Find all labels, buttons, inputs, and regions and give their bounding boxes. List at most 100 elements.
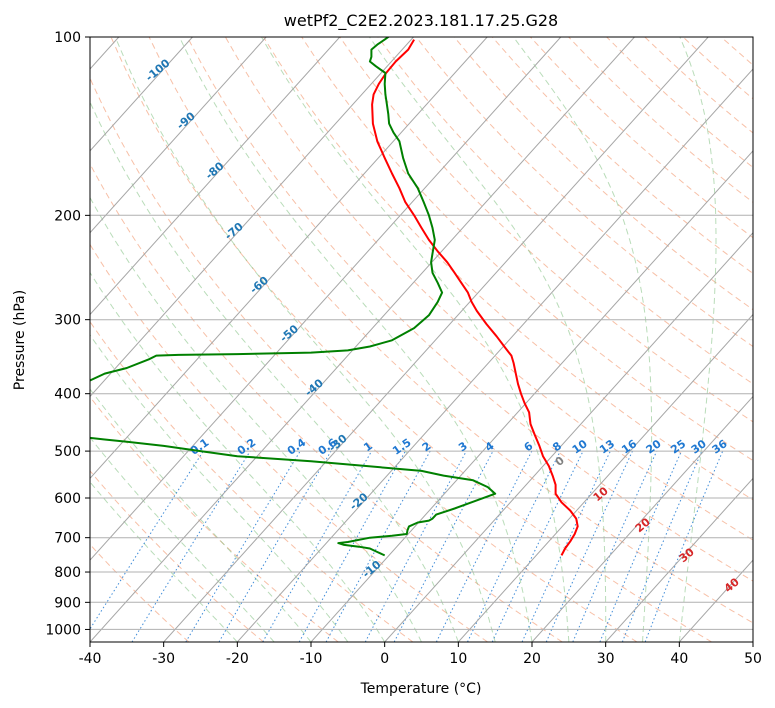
- mixing-ratio-label: 30: [689, 437, 709, 457]
- moist-adiabat: [90, 436, 275, 642]
- y-tick-label: 300: [54, 313, 81, 329]
- mixing-ratio-label: 8: [550, 439, 564, 454]
- isotherm-line: [310, 150, 753, 642]
- y-tick-label: 1000: [45, 622, 81, 638]
- dry-adiabat: [644, 37, 753, 134]
- mixing-ratio-line: [298, 450, 406, 642]
- x-axis-label: Temperature (°C): [360, 681, 482, 697]
- mixing-ratio-label: 0.1: [188, 436, 211, 458]
- y-tick-label: 600: [54, 491, 81, 507]
- isotherm-line: [605, 477, 753, 642]
- mixing-ratio-label: 25: [668, 437, 688, 456]
- x-tick-label: 20: [523, 651, 541, 667]
- isotherm-label: -20: [347, 490, 371, 513]
- mixing-ratio-line: [185, 450, 301, 642]
- profile-line: [371, 39, 579, 556]
- moist-adiabat: [90, 481, 238, 642]
- isotherm-line: [457, 313, 753, 642]
- isotherm-label: -90: [174, 109, 198, 132]
- y-tick-label: 100: [54, 30, 81, 46]
- y-tick-label: 200: [54, 208, 81, 224]
- moist-adiabat: [178, 37, 533, 642]
- mixing-ratio-line: [364, 450, 467, 642]
- plot-frame: [89, 36, 754, 643]
- dry-adiabat: [453, 37, 753, 311]
- isotherm-label: -40: [302, 376, 326, 399]
- isotherm-line: [90, 37, 193, 152]
- isotherm-line: [384, 232, 753, 642]
- x-tick-label: -20: [226, 651, 249, 667]
- isotherm-line: [90, 37, 635, 642]
- mixing-ratio-label: 1.5: [390, 436, 413, 458]
- isotherm-line: [90, 37, 341, 316]
- moist-adiabat: [90, 334, 349, 642]
- mixing-ratio-label: 16: [619, 437, 639, 457]
- mixing-ratio-line: [325, 450, 431, 642]
- x-tick-label: -30: [152, 651, 175, 667]
- moist-adiabat: [678, 37, 717, 642]
- dry-adiabat: [568, 37, 753, 203]
- x-tick-label: 0: [380, 651, 389, 667]
- x-tick-label: 10: [449, 651, 467, 667]
- dry-adiabat: [263, 37, 753, 501]
- isotherm-line: [90, 37, 267, 234]
- isotherm-line: [752, 641, 753, 642]
- isotherm-line: [236, 68, 753, 642]
- moist-adiabat: [90, 271, 386, 642]
- mixing-ratio-label: 1: [361, 439, 375, 454]
- isotherm-label: -50: [277, 322, 301, 345]
- isotherm-line: [163, 37, 709, 642]
- isotherm-label: -100: [143, 56, 173, 84]
- mixing-ratio-label: 10: [570, 437, 590, 457]
- mixing-ratio-line: [572, 450, 658, 642]
- moist-adiabat: [369, 37, 607, 642]
- dry-adiabat: [415, 37, 753, 348]
- isotherm-label: -80: [203, 159, 227, 182]
- dry-adiabat: [148, 37, 753, 624]
- dry-adiabat: [90, 543, 190, 642]
- profiles: [90, 37, 579, 557]
- dry-adiabat: [90, 243, 488, 642]
- profile-line: [90, 37, 444, 382]
- dry-adiabat: [720, 37, 753, 66]
- dry-adiabat: [759, 37, 775, 642]
- mixing-ratio-line: [435, 450, 533, 642]
- mixing-ratio-label: 4: [483, 439, 497, 454]
- dry-adiabat: [90, 470, 264, 642]
- mixing-ratio-label: 36: [710, 437, 730, 457]
- dry-adiabat: [90, 396, 339, 642]
- x-axis: -40 -30 -20 -10 0 10 20 30 40 50: [79, 642, 762, 667]
- moist-adiabat: [512, 37, 653, 642]
- moist-adiabat: [90, 196, 422, 642]
- isotherm-label: 10: [591, 484, 611, 504]
- isotherm-label: -10: [360, 558, 384, 581]
- mixing-ratio-line: [599, 450, 682, 642]
- mixing-ratio-line: [131, 450, 251, 642]
- isotherm-line: [678, 559, 753, 642]
- profile-line: [90, 436, 497, 557]
- mixing-ratio-line: [491, 450, 584, 642]
- dry-adiabat: [377, 37, 753, 385]
- isotherm-line: [90, 37, 414, 398]
- isotherm-label: -60: [247, 274, 271, 297]
- y-axis: 100 200 300 400 500 600 700 800 900 1000: [45, 30, 90, 638]
- y-tick-label: 900: [54, 595, 81, 611]
- x-tick-label: 30: [597, 651, 615, 667]
- y-tick-label: 400: [54, 387, 81, 403]
- mixing-ratio-line: [545, 450, 633, 642]
- x-tick-label: -10: [300, 651, 323, 667]
- x-tick-label: -40: [79, 651, 102, 667]
- mixing-ratio-label: 3: [456, 439, 470, 454]
- mixing-ratio-line: [644, 450, 724, 642]
- isotherm-line: [531, 395, 753, 642]
- mixing-ratio-label: 0.2: [235, 436, 258, 458]
- y-tick-label: 800: [54, 565, 81, 581]
- isotherm-label: 0: [553, 454, 567, 469]
- isotherm-line: [90, 37, 562, 561]
- isotherm-label: -70: [222, 220, 246, 243]
- isotherm-line: [90, 37, 488, 480]
- moist-adiabat: [90, 100, 459, 642]
- isotherm-label: 30: [677, 545, 697, 565]
- mixing-ratio-label: 0.4: [285, 436, 309, 458]
